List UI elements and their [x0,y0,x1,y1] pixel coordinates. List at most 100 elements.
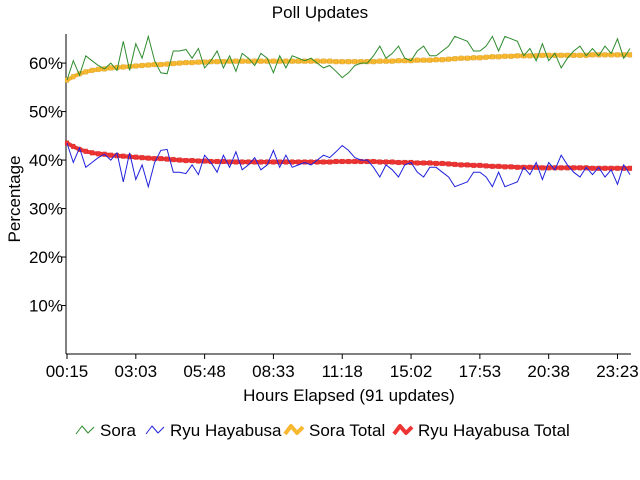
legend-swatch-ryu-hayabusa [145,425,165,435]
data-point-sora-total [377,58,383,64]
data-point-ryu-hayabusa-total [258,159,264,165]
legend-label-ryu-hayabusa: Ryu Hayabusa [170,421,282,440]
data-point-sora-total [540,52,545,59]
data-point-sora-total [471,55,476,61]
legend-swatch-ryu-hayabusa-total [392,424,414,436]
data-point-ryu-hayabusa-total [233,159,239,165]
chart-title: Poll Updates [272,3,368,22]
data-point-ryu-hayabusa-total [496,163,501,170]
data-point-sora-total [558,52,564,59]
data-point-sora-total [183,59,189,66]
data-point-ryu-hayabusa-total [139,154,145,161]
data-point-sora-total [208,58,214,65]
data-point-ryu-hayabusa-total [296,159,301,165]
data-point-ryu-hayabusa-total [396,159,401,166]
data-point-sora-total [146,62,151,68]
legend: Sora Ryu Hayabusa Sora Total Ryu Hayabusa T… [75,421,570,440]
x-axis-label: Hours Elapsed (91 updates) [243,386,455,405]
data-point-ryu-hayabusa-total [377,159,383,165]
data-point-sora-total [440,56,445,63]
data-point-ryu-hayabusa-total [89,150,95,156]
data-point-sora-total [483,54,489,61]
data-point-ryu-hayabusa-total [458,162,464,168]
series-line-sora [66,34,631,81]
legend-item-ryu-hayabusa-total: Ryu Hayabusa Total [392,421,570,440]
data-point-sora-total [571,52,576,59]
x-tick-label: 23:23 [596,362,639,381]
data-point-ryu-hayabusa-total [96,151,101,157]
data-point-sora-total [189,59,195,66]
data-point-ryu-hayabusa-total [333,158,339,165]
data-point-ryu-hayabusa-total [327,159,332,165]
data-point-sora-total [615,52,620,58]
data-point-sora-total [352,58,358,65]
legend-swatch-sora [75,425,95,435]
data-point-sora-total [496,54,501,60]
data-point-ryu-hayabusa-total [602,165,608,172]
data-point-ryu-hayabusa-total [427,160,433,166]
x-tick-label: 05:48 [183,362,226,381]
legend-label-ryu-hayabusa-total: Ryu Hayabusa Total [418,421,570,440]
data-point-ryu-hayabusa-total [164,156,170,162]
data-point-sora-total [577,52,583,59]
data-point-ryu-hayabusa-total [577,165,583,171]
data-point-ryu-hayabusa-total [146,155,151,161]
data-point-sora-total [333,58,339,65]
data-point-ryu-hayabusa-total [540,165,545,171]
plot-area: 10% 20% 30% 40% 50% 60% 00:15 03:03 05:48 08:33 11… [29,34,639,381]
data-point-sora-total [415,57,420,63]
data-point-ryu-hayabusa-total [490,163,495,170]
data-point-ryu-hayabusa-total [383,159,389,165]
data-point-ryu-hayabusa-total [214,158,220,165]
data-point-ryu-hayabusa-total [515,164,520,171]
data-point-sora-total [396,57,401,64]
legend-item-ryu-hayabusa: Ryu Hayabusa [145,421,282,440]
data-point-ryu-hayabusa-total [196,158,201,164]
data-point-sora-total [258,58,264,64]
data-point-ryu-hayabusa-total [477,162,483,169]
data-point-ryu-hayabusa-total [440,160,445,167]
data-point-sora-total [452,55,458,62]
series-line-ryu-hayabusa [66,142,631,189]
data-point-ryu-hayabusa-total [415,160,420,166]
data-point-sora-total [327,58,332,64]
data-point-sora-total [108,65,114,71]
data-point-sora-total [433,56,439,63]
data-point-ryu-hayabusa-total [71,143,76,150]
data-point-sora-total [271,58,276,64]
data-point-sora-total [346,58,351,65]
data-point-sora-total [602,52,608,58]
data-point-sora-total [164,61,170,67]
data-point-ryu-hayabusa-total [339,158,345,165]
data-point-ryu-hayabusa-total [421,160,426,166]
data-point-ryu-hayabusa-total [627,165,633,172]
data-point-sora-total [390,58,395,64]
data-point-sora-total [171,60,176,67]
data-point-ryu-hayabusa-total [371,158,376,165]
data-point-ryu-hayabusa-total [64,140,70,146]
data-point-sora-total [421,57,426,63]
data-point-ryu-hayabusa-total [483,163,489,169]
x-tick-label: 00:15 [46,362,89,381]
data-point-ryu-hayabusa-total [183,157,189,164]
x-tick-label: 03:03 [115,362,158,381]
y-tick-label: 60% [29,54,63,73]
data-point-sora-total [321,58,326,64]
data-point-sora-total [121,64,126,70]
data-point-ryu-hayabusa-total [502,164,508,170]
legend-item-sora-total: Sora Total [283,421,385,440]
data-point-sora-total [158,61,164,68]
data-point-sora-total [196,59,201,65]
legend-label-sora: Sora [100,421,136,440]
data-point-ryu-hayabusa-total [289,159,295,165]
data-point-ryu-hayabusa-total [177,157,182,163]
data-point-ryu-hayabusa-total [508,164,514,170]
y-tick-label: 20% [29,248,63,267]
data-point-ryu-hayabusa-total [596,165,601,172]
data-point-sora-total [239,58,245,64]
data-point-ryu-hayabusa-total [171,156,176,163]
series-line-ryu-hayabusa-total [65,141,632,171]
data-point-sora-total [446,56,451,62]
y-tick-label: 50% [29,103,63,122]
